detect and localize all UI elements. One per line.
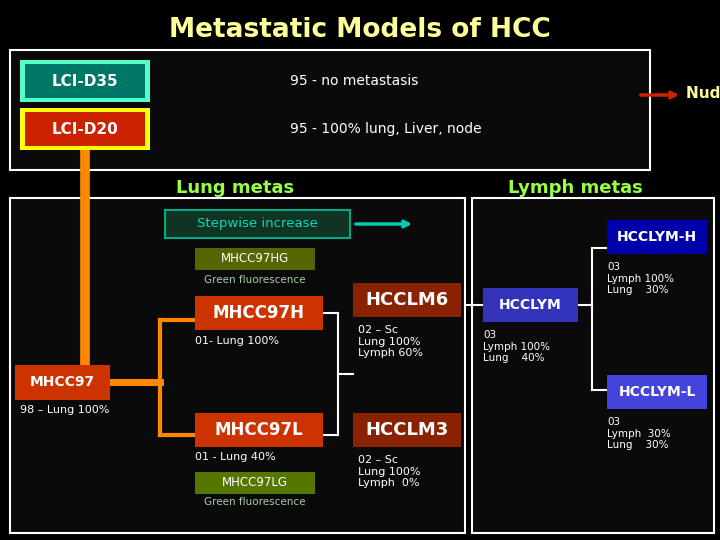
Bar [607,220,707,254]
Text: 02 – Sc
Lung 100%
Lymph 60%: 02 – Sc Lung 100% Lymph 60% [358,325,423,358]
Bar [483,288,578,322]
Bar [25,64,145,98]
Text: Lung metas: Lung metas [176,179,294,197]
Text: HCCLYM-L: HCCLYM-L [618,385,696,399]
Text: HCCLM6: HCCLM6 [365,291,449,309]
Text: 03
Lymph 100%
Lung    30%: 03 Lymph 100% Lung 30% [607,262,674,295]
Text: LCI-D20: LCI-D20 [52,122,118,137]
Text: Green fluorescence: Green fluorescence [204,497,306,507]
Bar [195,413,323,447]
Text: MHCC97L: MHCC97L [215,421,303,439]
Text: 95 - 100% lung, Liver, node: 95 - 100% lung, Liver, node [290,122,482,136]
Text: MHCC97LG: MHCC97LG [222,476,288,489]
Text: 02 – Sc
Lung 100%
Lymph  0%: 02 – Sc Lung 100% Lymph 0% [358,455,420,488]
Bar [353,413,461,447]
Bar [195,296,323,330]
Bar [353,283,461,317]
Bar [165,210,350,238]
Text: MHCC97HG: MHCC97HG [221,253,289,266]
Text: Lymph metas: Lymph metas [508,179,642,197]
Text: Nude mice model: Nude mice model [686,85,720,100]
Bar [195,248,315,270]
Bar [10,198,465,533]
Text: 98 – Lung 100%: 98 – Lung 100% [20,405,109,415]
Text: 01 - Lung 40%: 01 - Lung 40% [195,452,276,462]
Bar [20,108,150,150]
Text: HCCLYM-H: HCCLYM-H [617,230,697,244]
Bar [10,50,650,170]
Text: Green fluorescence: Green fluorescence [204,275,306,285]
Text: HCCLYM: HCCLYM [499,298,562,312]
Text: 03
Lymph 100%
Lung    40%: 03 Lymph 100% Lung 40% [483,330,550,363]
Bar [472,198,714,533]
Text: LCI-D35: LCI-D35 [52,73,118,89]
Text: 95 - no metastasis: 95 - no metastasis [290,74,418,88]
Text: 03
Lymph  30%
Lung    30%: 03 Lymph 30% Lung 30% [607,417,671,450]
Bar [20,60,150,102]
Text: Metastatic Models of HCC: Metastatic Models of HCC [169,17,551,43]
Text: 01- Lung 100%: 01- Lung 100% [195,336,279,346]
Bar [195,472,315,494]
Bar [25,112,145,146]
Text: MHCC97H: MHCC97H [213,304,305,322]
Bar [15,365,110,400]
Text: HCCLM3: HCCLM3 [365,421,449,439]
Text: MHCC97: MHCC97 [30,375,94,389]
Bar [607,375,707,409]
Text: Stepwise increase: Stepwise increase [197,218,318,231]
